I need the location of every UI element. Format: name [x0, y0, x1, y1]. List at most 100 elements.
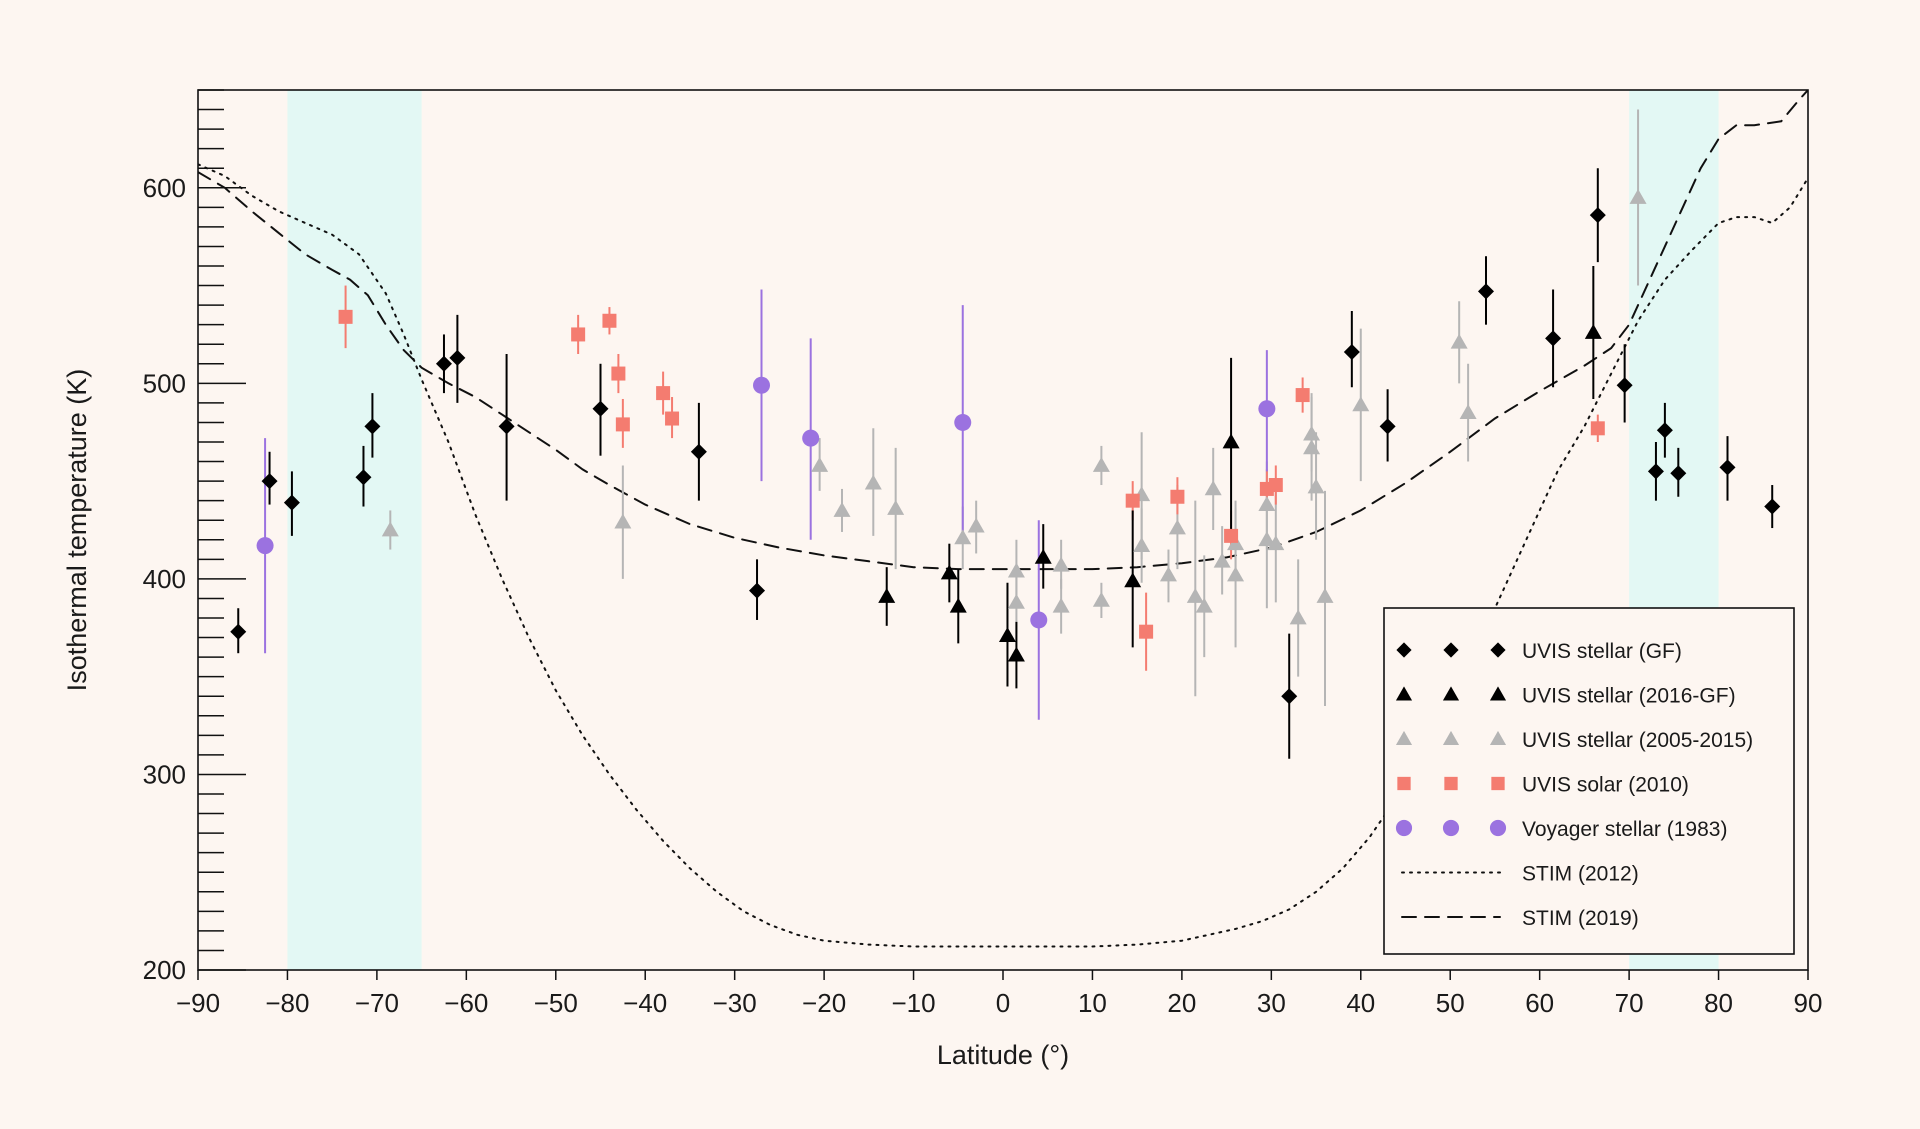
- legend-marker-4-2: [1489, 819, 1507, 837]
- data-point-s3-p7: [1125, 493, 1140, 508]
- data-point-s2-p25: [1258, 531, 1276, 547]
- data-point-s2-p17: [1168, 519, 1186, 535]
- data-point-s2-p19: [1195, 597, 1213, 613]
- legend-marker-4-1: [1442, 819, 1460, 837]
- data-point-s3-p1: [571, 327, 586, 342]
- data-point-s3-p3: [611, 366, 626, 381]
- legend-label-4: Voyager stellar (1983): [1522, 818, 1727, 841]
- x-tick-label-0: −90: [176, 988, 220, 1018]
- data-point-s0-p6: [449, 349, 466, 366]
- x-tick-label-8: −10: [892, 988, 936, 1018]
- data-point-s0-p7: [498, 418, 515, 435]
- data-point-s2-p32: [1352, 396, 1370, 412]
- data-point-s3-p9: [1170, 489, 1185, 504]
- legend-marker-0-1: [1443, 642, 1459, 658]
- legend-marker-1-1: [1442, 686, 1460, 701]
- data-point-s0-p8: [592, 400, 609, 417]
- legend-marker-0-0: [1396, 642, 1412, 658]
- data-point-s0-p16: [1589, 207, 1606, 224]
- x-tick-label-11: 20: [1167, 988, 1196, 1018]
- legend-label-3: UVIS solar (2010): [1522, 774, 1689, 797]
- data-point-s0-p13: [1379, 418, 1396, 435]
- x-tick-label-14: 50: [1436, 988, 1465, 1018]
- y-tick-label-0: 200: [143, 955, 186, 985]
- data-point-s2-p6: [954, 529, 972, 545]
- data-point-s2-p4: [864, 474, 882, 490]
- data-point-s0-p21: [1719, 459, 1736, 476]
- legend-marker-1-2: [1489, 686, 1507, 701]
- legend-marker-2-2: [1489, 730, 1507, 746]
- x-tick-label-7: −20: [802, 988, 846, 1018]
- x-tick-label-1: −80: [265, 988, 309, 1018]
- legend-label-1: UVIS stellar (2016-GF): [1522, 685, 1736, 708]
- data-point-s0-p10: [749, 582, 766, 599]
- data-point-s0-p14: [1478, 283, 1494, 300]
- data-point-s0-p2: [283, 494, 300, 511]
- data-point-s2-p28: [1303, 425, 1321, 441]
- data-point-s2-p27: [1289, 609, 1307, 625]
- x-tick-label-12: 30: [1257, 988, 1286, 1018]
- data-point-s2-p15: [1133, 537, 1151, 553]
- data-point-s0-p20: [1670, 465, 1687, 482]
- y-axis-label: Isothermal temperature (K): [62, 369, 92, 692]
- data-point-s3-p8: [1139, 624, 1154, 639]
- data-point-s2-p21: [1213, 552, 1231, 568]
- x-tick-label-17: 80: [1704, 988, 1733, 1018]
- line-dotted-0: [198, 163, 1808, 948]
- data-point-s2-p0: [381, 521, 399, 537]
- legend-marker-0-2: [1490, 642, 1506, 658]
- data-point-s0-p9: [690, 443, 707, 460]
- data-point-s0-p4: [364, 418, 381, 435]
- data-point-s0-p1: [261, 473, 278, 490]
- x-tick-label-18: 90: [1794, 988, 1823, 1018]
- y-tick-label-3: 500: [143, 368, 186, 398]
- data-point-s0-p0: [230, 623, 247, 640]
- data-point-s2-p30: [1307, 478, 1325, 494]
- data-point-s3-p2: [602, 313, 617, 328]
- y-tick-label-1: 300: [143, 759, 186, 789]
- legend-label-6: STIM (2019): [1522, 907, 1639, 930]
- data-point-s2-p26: [1267, 535, 1285, 551]
- data-point-s3-p10: [1224, 528, 1239, 543]
- data-point-s1-p3: [998, 627, 1016, 642]
- x-tick-label-15: 60: [1525, 988, 1554, 1018]
- legend: UVIS stellar (GF) UVIS stellar (2016-GF) U…: [1383, 607, 1795, 955]
- legend-marker-4-0: [1395, 819, 1413, 837]
- data-point-s2-p11: [1052, 556, 1070, 572]
- data-point-s2-p12: [1092, 456, 1110, 472]
- legend-label-2: UVIS stellar (2005-2015): [1522, 729, 1753, 752]
- data-point-s0-p11: [1281, 688, 1298, 705]
- data-point-s2-p10: [1052, 597, 1070, 613]
- x-tick-label-2: −70: [355, 988, 399, 1018]
- data-point-s3-p6: [665, 411, 680, 426]
- data-point-s2-p1: [614, 513, 632, 529]
- x-tick-label-13: 40: [1346, 988, 1375, 1018]
- legend-marker-3-1: [1444, 776, 1458, 791]
- data-point-s4-p4: [1030, 611, 1048, 629]
- data-point-s3-p12: [1268, 478, 1283, 493]
- data-point-s2-p18: [1186, 587, 1204, 603]
- data-point-s0-p17: [1616, 377, 1633, 394]
- axis-ticks: −90 −80 −70 −60 −50 −40 −30 −20 −10 0 10 20 30 40 50 60…: [143, 89, 1823, 1018]
- line-dashed-1: [198, 90, 1808, 571]
- legend-label-0: UVIS stellar (GF): [1522, 640, 1682, 663]
- x-tick-label-4: −50: [534, 988, 578, 1018]
- data-point-s3-p13: [1295, 388, 1310, 403]
- data-point-s1-p6: [1124, 572, 1142, 588]
- x-tick-label-16: 70: [1615, 988, 1644, 1018]
- data-point-s2-p31: [1316, 587, 1334, 603]
- x-tick-label-6: −30: [713, 988, 757, 1018]
- data-point-s1-p7: [1222, 433, 1240, 449]
- data-point-s2-p7: [967, 517, 985, 533]
- data-point-s4-p2: [802, 429, 820, 447]
- data-point-s1-p2: [949, 597, 967, 613]
- y-tick-label-4: 600: [143, 173, 186, 203]
- data-point-s0-p15: [1545, 330, 1562, 347]
- data-point-s1-p1: [940, 564, 958, 580]
- data-point-s2-p9: [1007, 593, 1025, 609]
- data-point-s0-p19: [1656, 422, 1673, 439]
- legend-marker-2-0: [1395, 730, 1413, 746]
- data-point-s2-p5: [887, 499, 905, 515]
- data-point-s2-p35: [1629, 189, 1647, 204]
- data-point-s3-p14: [1590, 421, 1605, 436]
